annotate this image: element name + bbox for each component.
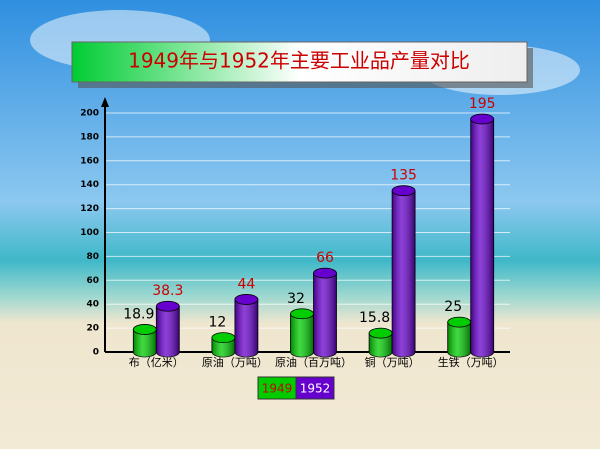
bar-top bbox=[313, 267, 337, 279]
bar-top bbox=[368, 327, 393, 339]
value-label: 15.8 bbox=[359, 310, 390, 326]
bar bbox=[391, 185, 416, 358]
value-label: 32 bbox=[287, 291, 305, 307]
bar-shade bbox=[234, 299, 258, 357]
y-tick-label: 180 bbox=[80, 132, 99, 142]
value-label: 38.3 bbox=[152, 283, 183, 299]
y-axis-arrow bbox=[101, 97, 109, 107]
bar bbox=[155, 300, 180, 358]
y-tick-label: 140 bbox=[80, 180, 99, 190]
bar-shade bbox=[470, 118, 494, 357]
bar-shade bbox=[290, 313, 314, 357]
bar bbox=[234, 294, 259, 358]
bar bbox=[313, 267, 337, 358]
x-tick-label: 布（亿米） bbox=[129, 356, 184, 369]
y-tick-label: 20 bbox=[86, 324, 99, 334]
x-tick-label: 原油（万吨） bbox=[202, 355, 268, 369]
x-tick-label: 生铁（万吨） bbox=[438, 355, 504, 369]
y-tick-label: 100 bbox=[80, 228, 99, 238]
value-label: 25 bbox=[444, 299, 462, 315]
value-label: 12 bbox=[208, 315, 226, 331]
bar-top bbox=[470, 113, 495, 125]
title-box bbox=[71, 41, 528, 83]
bar-shade bbox=[156, 306, 180, 357]
legend-label: 1949 bbox=[262, 382, 293, 396]
legend-label: 1952 bbox=[300, 382, 331, 396]
value-label: 44 bbox=[237, 276, 255, 292]
bar-shade bbox=[447, 322, 471, 357]
bar-shade bbox=[392, 190, 416, 357]
bar-top bbox=[391, 185, 416, 197]
bar-shade bbox=[369, 333, 393, 357]
y-tick-label: 80 bbox=[86, 252, 99, 262]
legend-swatch bbox=[295, 376, 335, 400]
value-label: 18.9 bbox=[123, 306, 154, 322]
bar bbox=[211, 332, 236, 358]
bar bbox=[368, 327, 393, 358]
bar-top bbox=[155, 300, 180, 312]
bar-top bbox=[132, 324, 157, 335]
x-tick-label: 铜（万吨） bbox=[365, 355, 420, 369]
value-label: 195 bbox=[469, 96, 496, 112]
bar-top bbox=[447, 316, 472, 328]
value-label: 66 bbox=[316, 250, 334, 266]
y-tick-label: 60 bbox=[86, 276, 99, 286]
bar bbox=[132, 324, 157, 358]
chart-title: 1949年与1952年主要工业品产量对比 bbox=[128, 49, 470, 73]
bar-top bbox=[211, 332, 236, 344]
y-tick-label: 120 bbox=[80, 204, 99, 214]
bar-shade bbox=[313, 273, 337, 357]
bar-shade bbox=[133, 329, 157, 357]
bar-shade bbox=[211, 337, 235, 357]
value-label: 135 bbox=[390, 168, 417, 184]
bar bbox=[447, 316, 472, 358]
bar bbox=[470, 113, 495, 358]
bar bbox=[290, 308, 314, 358]
y-tick-label: 0 bbox=[93, 348, 99, 358]
y-tick-label: 160 bbox=[80, 156, 99, 166]
x-tick-label: 原油（百万吨） bbox=[275, 355, 352, 369]
bar-top bbox=[234, 294, 259, 305]
y-tick-label: 40 bbox=[86, 300, 99, 310]
bar-top bbox=[290, 308, 314, 320]
y-tick-label: 200 bbox=[80, 109, 99, 119]
